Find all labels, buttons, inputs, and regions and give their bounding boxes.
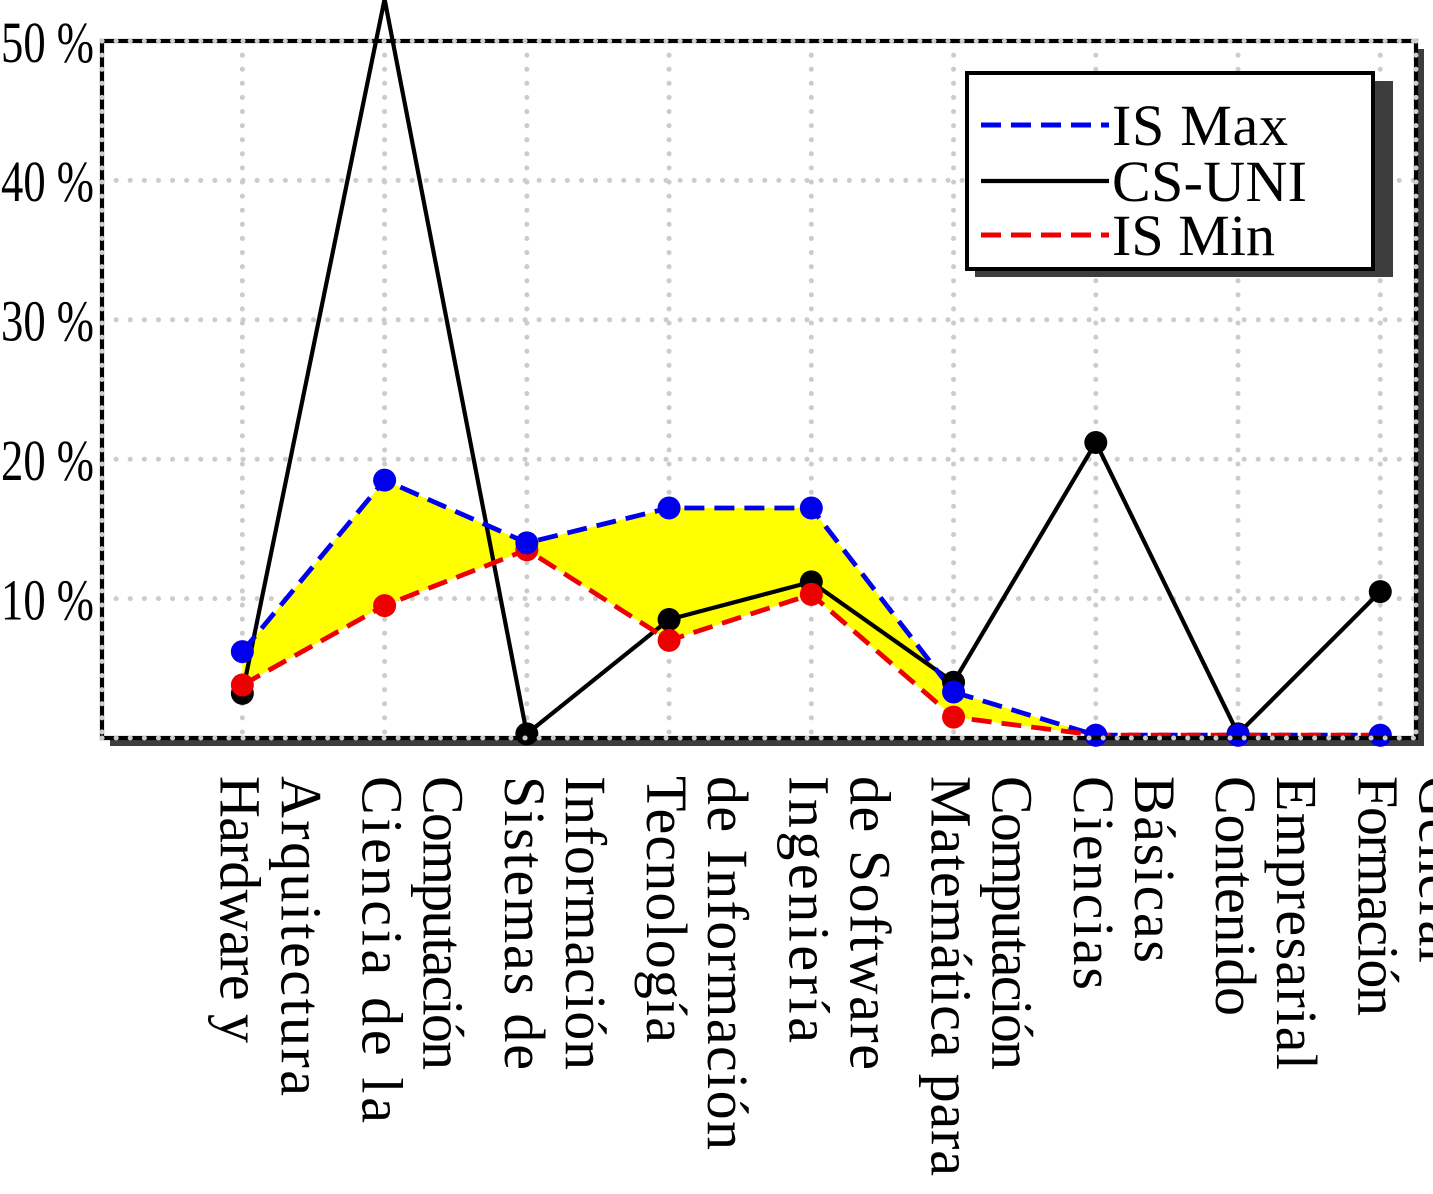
svg-text:Ciencia de la: Ciencia de la [350, 776, 415, 1123]
svg-text:Formación: Formación [1345, 776, 1410, 1016]
svg-text:Arquitectura: Arquitectura [268, 776, 333, 1096]
svg-text:de Información: de Información [695, 776, 760, 1150]
svg-text:Información: Información [553, 776, 618, 1070]
svg-text:Empresarial: Empresarial [1264, 776, 1329, 1070]
svg-text:10 %: 10 % [1, 567, 94, 632]
svg-text:Ciencias: Ciencias [1061, 776, 1126, 990]
svg-text:de Software: de Software [837, 776, 902, 1070]
svg-text:IS Min: IS Min [1112, 203, 1275, 268]
svg-text:Tecnología: Tecnología [634, 776, 699, 1043]
svg-text:Contenido: Contenido [1203, 776, 1268, 1016]
svg-text:Matemática para: Matemática para [919, 776, 984, 1176]
svg-text:Hardware y: Hardware y [207, 776, 272, 1043]
svg-text:Ingeniería: Ingeniería [776, 776, 841, 1043]
svg-text:30 %: 30 % [1, 289, 94, 354]
svg-text:General: General [1406, 776, 1433, 963]
svg-text:Básicas: Básicas [1122, 776, 1187, 963]
svg-text:Computación: Computación [411, 776, 476, 1070]
svg-text:20 %: 20 % [1, 428, 94, 493]
svg-text:50 %: 50 % [1, 10, 94, 75]
svg-text:Computación: Computación [980, 776, 1045, 1070]
svg-text:Sistemas de: Sistemas de [492, 776, 557, 1070]
svg-text:40 %: 40 % [1, 149, 94, 214]
